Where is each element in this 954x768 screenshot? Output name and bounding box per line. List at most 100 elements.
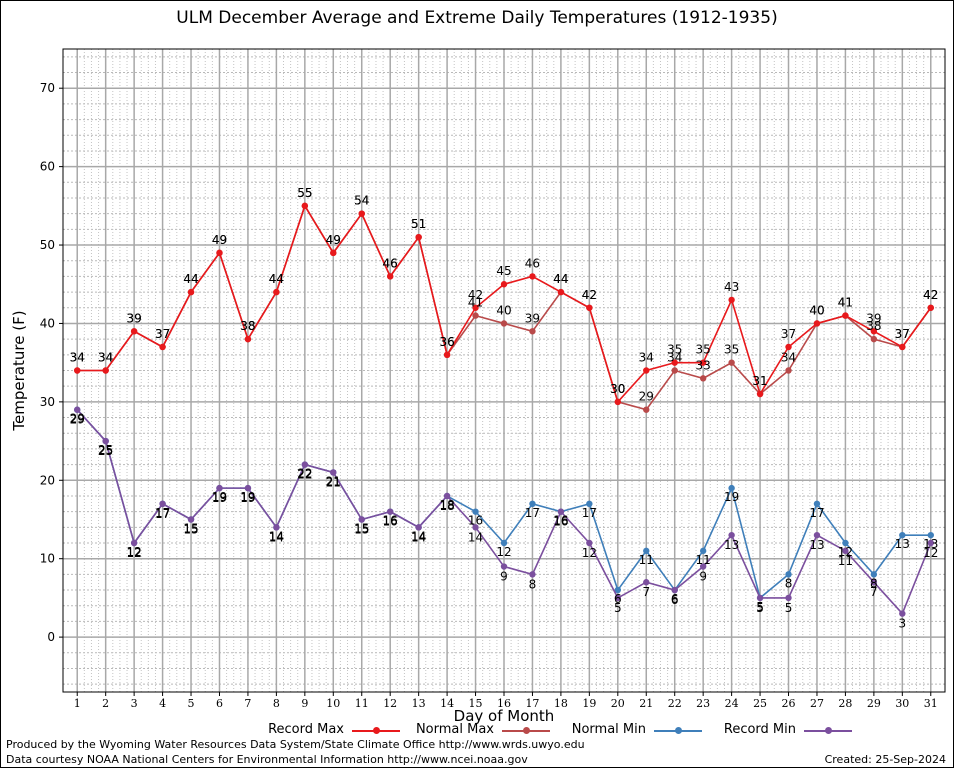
data-label-record-min: 12: [582, 546, 597, 560]
x-tick-label: 15: [469, 697, 483, 710]
data-label-record-min: 19: [212, 491, 227, 505]
data-label-record-min: 14: [468, 530, 483, 544]
data-point-record-min: [699, 563, 707, 570]
data-point-record-min: [927, 539, 934, 547]
data-point-record-min: [187, 516, 195, 523]
data-point-record-min: [443, 492, 451, 500]
data-point-normal-min: [699, 547, 707, 555]
x-tick-label: 25: [753, 697, 767, 710]
data-label-normal-min: 14: [269, 529, 284, 543]
data-label-normal-min: 25: [98, 443, 113, 457]
data-label-record-max: 37: [895, 327, 910, 341]
y-tick-label: 50: [40, 238, 55, 252]
data-label-normal-min: 16: [553, 514, 568, 528]
data-label-record-max: 40: [809, 303, 824, 317]
data-label-record-min: 19: [240, 491, 255, 505]
x-tick-label: 19: [582, 697, 596, 710]
data-label-record-max: 31: [752, 374, 767, 388]
data-label-normal-min: 19: [212, 490, 227, 504]
footer-data-courtesy: Data courtesy NOAA National Centers for …: [6, 753, 528, 766]
data-point-record-max: [785, 343, 792, 351]
data-point-record-max: [301, 202, 309, 210]
y-tick-label: 60: [40, 160, 55, 174]
data-label-record-min: 18: [439, 499, 454, 513]
data-label-normal-max: 30: [610, 382, 625, 396]
data-label-normal-max: 42: [923, 288, 938, 302]
data-label-normal-max: 34: [98, 351, 113, 365]
data-point-record-max: [130, 328, 138, 335]
chart-title: ULM December Average and Extreme Daily T…: [176, 8, 778, 28]
data-label-record-max: 35: [696, 343, 711, 357]
data-label-record-max: 37: [781, 327, 796, 341]
data-label-normal-max: 39: [525, 311, 540, 325]
data-label-normal-min: 13: [923, 537, 938, 551]
data-label-normal-max: 51: [411, 217, 426, 231]
data-point-record-min: [273, 524, 280, 531]
data-label-normal-max: 44: [269, 272, 284, 286]
data-label-record-max: 36: [439, 335, 454, 349]
data-point-record-min: [415, 524, 422, 531]
data-label-record-max: 34: [70, 351, 85, 365]
data-label-normal-max: 34: [70, 351, 85, 365]
data-label-record-min: 29: [70, 413, 85, 427]
legend-label: Record Max: [268, 722, 344, 737]
data-label-normal-min: 17: [809, 506, 824, 520]
data-label-record-max: 49: [326, 233, 341, 247]
x-tick-label: 27: [810, 697, 824, 710]
x-tick-label: 11: [355, 697, 369, 710]
data-label-record-min: 13: [724, 538, 739, 552]
data-label-record-max: 39: [126, 311, 141, 325]
data-point-record-max: [500, 281, 508, 288]
data-point-record-min: [500, 563, 508, 570]
data-point-record-min: [301, 461, 309, 468]
data-label-record-max: 45: [496, 264, 511, 278]
data-label-record-max: 55: [297, 186, 312, 200]
data-point-record-min: [586, 539, 593, 547]
x-tick-label: 26: [782, 697, 796, 710]
legend-swatch-marker: [675, 727, 682, 734]
legend-swatch-marker: [523, 727, 530, 734]
data-point-record-max: [102, 367, 109, 374]
data-label-record-max: 39: [866, 311, 881, 325]
data-label-normal-min: 22: [297, 467, 312, 481]
data-label-normal-max: 37: [895, 327, 910, 341]
data-label-normal-max: 37: [155, 327, 170, 341]
legend-item-record-max: Record Max: [250, 722, 400, 738]
data-label-normal-min: 8: [870, 576, 878, 590]
data-point-record-min: [813, 531, 821, 539]
data-point-record-min: [728, 531, 735, 539]
data-label-normal-max: 38: [240, 319, 255, 333]
data-label-normal-min: 29: [70, 412, 85, 426]
data-labels: 34 34393744493844554954465136414039444230…: [70, 186, 939, 631]
data-point-record-min: [785, 594, 792, 602]
data-label-record-min: 7: [642, 585, 650, 599]
data-label-record-min: 5: [785, 601, 793, 615]
data-label-normal-min: 6: [671, 592, 679, 606]
data-point-normal-max: [785, 367, 792, 374]
data-label-record-max: 44: [553, 272, 568, 286]
x-tick-label: 18: [554, 697, 568, 710]
data-label-record-min: 3: [899, 617, 907, 631]
data-point-normal-min: [529, 500, 536, 508]
data-point-record-max: [415, 233, 422, 241]
data-label-record-min: 15: [354, 522, 369, 536]
data-point-record-max: [358, 210, 365, 217]
legend-label: Normal Max: [415, 722, 494, 737]
data-point-record-max: [443, 351, 451, 359]
y-tick-label: 10: [40, 552, 55, 566]
data-point-record-max: [699, 359, 707, 366]
data-point-record-min: [358, 516, 365, 523]
data-label-record-min: 16: [553, 515, 568, 529]
data-label-record-max: 46: [383, 256, 398, 270]
data-label-normal-max: 41: [468, 296, 483, 310]
data-label-record-min: 14: [411, 530, 426, 544]
x-tick-label: 1: [74, 697, 81, 710]
data-point-normal-min: [614, 586, 622, 594]
data-point-record-max: [330, 249, 337, 257]
data-point-normal-max: [643, 406, 650, 413]
data-label-normal-max: 54: [354, 194, 369, 208]
footer-produced-by: Produced by the Wyoming Water Resources …: [6, 738, 585, 751]
data-point-record-max: [586, 304, 593, 311]
y-tick-label: 70: [40, 81, 55, 95]
